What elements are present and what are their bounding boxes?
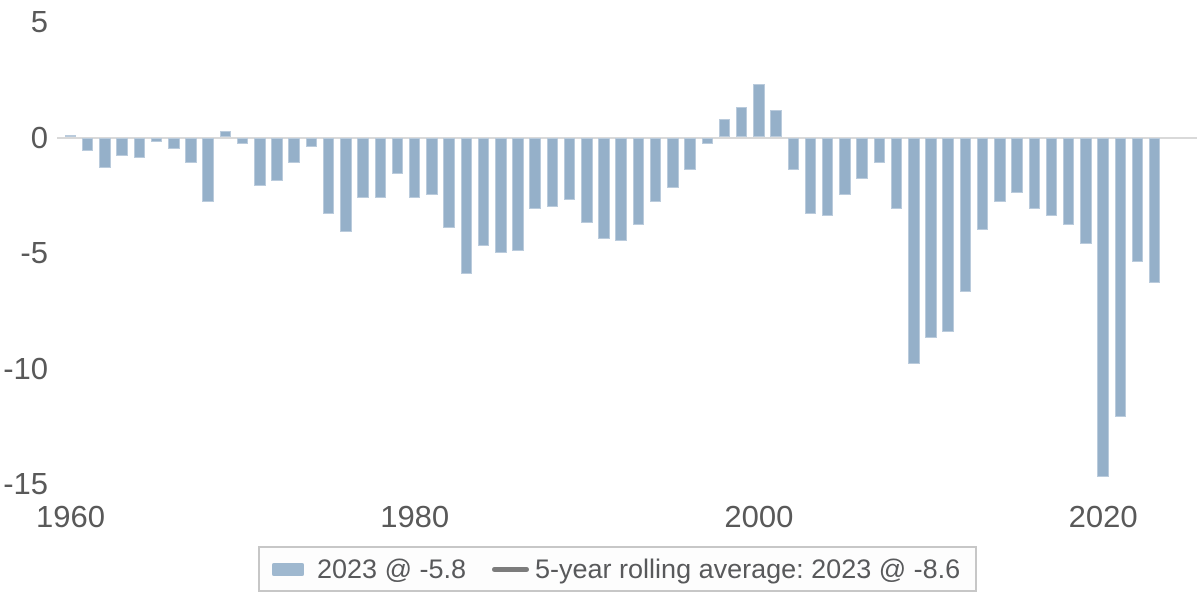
bar-1997[interactable] (701, 137, 714, 145)
bar-1963[interactable] (116, 137, 128, 156)
bar-1989[interactable] (563, 137, 576, 200)
y-axis-tick--15: -15 (3, 466, 48, 501)
x-axis-tick-1980: 1980 (380, 499, 450, 534)
bar-1970[interactable] (236, 137, 249, 145)
bar-2012[interactable] (959, 137, 972, 293)
bar-2023[interactable] (1148, 137, 1161, 284)
bar-1982[interactable] (443, 137, 455, 228)
y-axis-tick-5: 5 (30, 4, 48, 39)
bar-1979[interactable] (391, 137, 404, 175)
bar-2008[interactable] (890, 137, 903, 210)
bar-1974[interactable] (305, 137, 318, 147)
line-series-swatch-icon (492, 566, 530, 572)
bar-1968[interactable] (202, 137, 214, 203)
bar-1961[interactable] (81, 137, 94, 152)
bar-1983[interactable] (460, 137, 473, 274)
zero-gridline (57, 136, 1197, 139)
bar-1981[interactable] (426, 137, 438, 196)
x-axis-tick-2000: 2000 (724, 499, 794, 534)
bar-1977[interactable] (357, 137, 369, 198)
bar-1987[interactable] (529, 137, 541, 210)
bar-2006[interactable] (856, 137, 868, 180)
bar-2019[interactable] (1080, 137, 1092, 244)
bar-2007[interactable] (873, 137, 886, 163)
bar-1967[interactable] (185, 137, 197, 163)
bar-1991[interactable] (598, 137, 610, 240)
bar-1964[interactable] (133, 137, 146, 159)
bar-2020[interactable] (1097, 137, 1109, 478)
legend: 2023 @ -5.8 5-year rolling average: 2023… (258, 546, 978, 592)
bar-1975[interactable] (322, 137, 335, 214)
bar-1998[interactable] (718, 119, 731, 138)
bar-1976[interactable] (340, 137, 352, 233)
bar-1993[interactable] (632, 137, 645, 226)
y-axis-tick--10: -10 (3, 350, 48, 386)
bar-2002[interactable] (787, 137, 800, 170)
bar-1992[interactable] (615, 137, 627, 242)
bar-2000[interactable] (753, 84, 765, 138)
bar-2005[interactable] (839, 137, 851, 196)
bar-1966[interactable] (168, 137, 180, 150)
bar-1994[interactable] (649, 137, 662, 203)
bar-2010[interactable] (925, 137, 937, 339)
bar-2015[interactable] (1011, 137, 1023, 193)
y-axis-tick-0: 0 (30, 119, 48, 155)
bar-1962[interactable] (99, 137, 111, 168)
bar-1969[interactable] (219, 130, 232, 138)
bar-2022[interactable] (1131, 137, 1144, 263)
bar-series-swatch-icon (272, 562, 304, 576)
bar-1978[interactable] (374, 137, 387, 198)
bar-1990[interactable] (581, 137, 593, 223)
bar-2004[interactable] (821, 137, 834, 217)
bar-2021[interactable] (1114, 137, 1127, 417)
line-series-legend-label: 5-year rolling average: 2023 @ -8.6 (535, 553, 961, 584)
x-axis-tick-2020: 2020 (1068, 499, 1138, 534)
bar-1960[interactable] (64, 135, 77, 138)
bar-2018[interactable] (1062, 137, 1075, 226)
bar-1972[interactable] (271, 137, 283, 182)
bar-1985[interactable] (495, 137, 507, 253)
bar-1995[interactable] (667, 137, 679, 189)
bar-2003[interactable] (804, 137, 817, 214)
x-axis-tick-1960: 1960 (36, 499, 105, 534)
bar-1980[interactable] (408, 137, 421, 198)
bar-1988[interactable] (546, 137, 559, 207)
y-axis-tick--5: -5 (20, 235, 48, 270)
bar-2013[interactable] (976, 137, 989, 230)
bar-2017[interactable] (1045, 137, 1058, 217)
bar-2011[interactable] (942, 137, 954, 332)
bar-2016[interactable] (1028, 137, 1040, 210)
bar-1984[interactable] (477, 137, 490, 247)
bar-2001[interactable] (770, 109, 782, 138)
bar-2014[interactable] (994, 137, 1006, 203)
bar-1971[interactable] (254, 137, 266, 186)
bar-2009[interactable] (908, 137, 920, 364)
bar-1986[interactable] (512, 137, 524, 251)
bar-1965[interactable] (150, 137, 163, 143)
bar-series-legend-label: 2023 @ -5.8 (317, 553, 467, 584)
bar-1996[interactable] (684, 137, 696, 170)
bar-1999[interactable] (735, 107, 748, 138)
bar-1973[interactable] (288, 137, 300, 163)
